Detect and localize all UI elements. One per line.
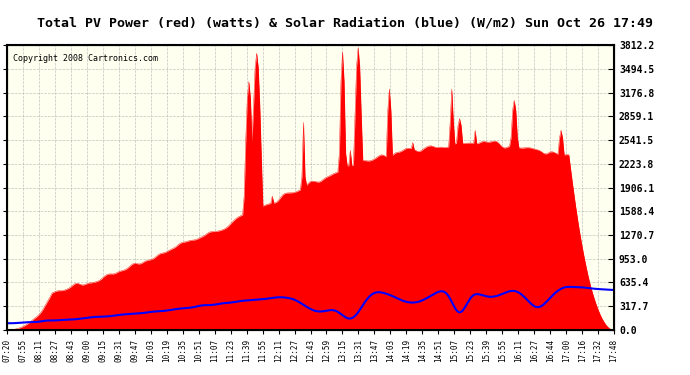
Text: Total PV Power (red) (watts) & Solar Radiation (blue) (W/m2) Sun Oct 26 17:49: Total PV Power (red) (watts) & Solar Rad… (37, 16, 653, 29)
Text: Copyright 2008 Cartronics.com: Copyright 2008 Cartronics.com (13, 54, 158, 63)
